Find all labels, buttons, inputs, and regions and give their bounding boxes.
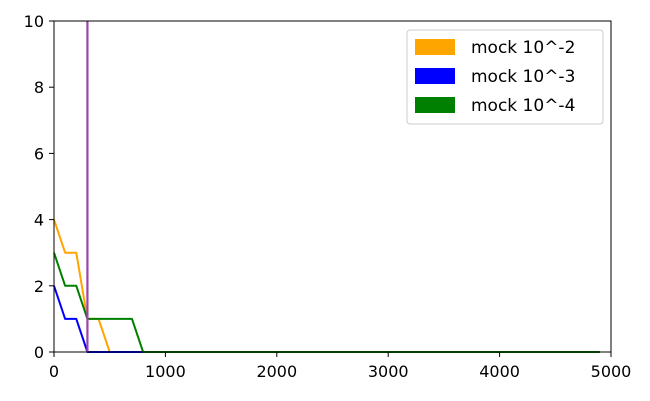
x-tick-label: 3000 <box>368 362 409 381</box>
y-tick-label: 8 <box>34 78 44 97</box>
x-tick-label: 5000 <box>591 362 632 381</box>
axes-frame <box>53 20 612 353</box>
legend-label-1: mock 10^-2 <box>471 38 575 58</box>
y-tick-label: 4 <box>34 211 44 230</box>
legend-box <box>406 29 604 125</box>
legend-swatch-2 <box>415 68 455 84</box>
legend-swatch-3 <box>415 97 455 113</box>
x-tick-label: 1000 <box>145 362 186 381</box>
x-tick-label: 2000 <box>256 362 297 381</box>
y-tick-label: 0 <box>34 343 44 362</box>
x-tick-label: 0 <box>49 362 59 381</box>
y-tick-label: 2 <box>34 277 44 296</box>
series-line-3 <box>53 252 600 353</box>
legend-swatch-1 <box>415 39 455 55</box>
x-tick-label: 4000 <box>479 362 520 381</box>
legend-label-3: mock 10^-4 <box>471 96 575 116</box>
y-tick-label: 6 <box>34 144 44 163</box>
legend: mock 10^-2 mock 10^-3 mock 10^-4 <box>406 29 604 125</box>
axes: 0 1000 2000 3000 4000 5000 0 2 4 6 8 10 <box>24 12 632 381</box>
y-tick-label: 10 <box>24 12 44 31</box>
series-line-1 <box>53 219 111 353</box>
legend-label-2: mock 10^-3 <box>471 67 575 87</box>
